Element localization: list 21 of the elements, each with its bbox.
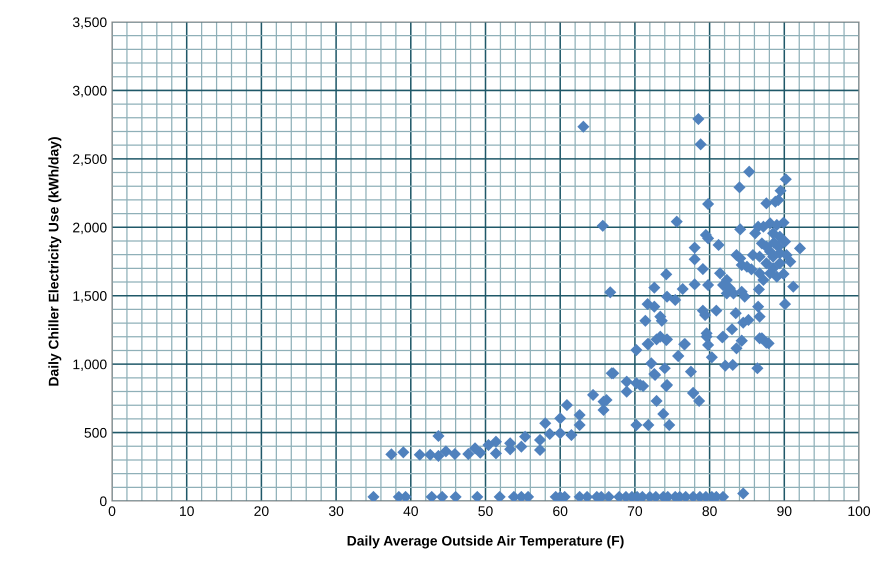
y-tick-label: 2,000 [73, 222, 107, 234]
y-tick-label: 0 [100, 496, 107, 506]
x-tick-label: 50 [478, 506, 493, 516]
x-tick-label: 40 [403, 506, 418, 516]
x-tick-label: 70 [628, 506, 642, 516]
x-tick-label: 100 [848, 506, 870, 516]
y-tick-label: 3,000 [72, 86, 107, 98]
x-tick-label: 10 [180, 506, 194, 516]
x-tick-label: 80 [702, 506, 717, 516]
x-tick-label: 90 [777, 506, 792, 516]
y-tick-label: 1,000 [73, 359, 107, 371]
y-tick-label: 500 [84, 428, 107, 438]
y-tick-label: 2,500 [73, 154, 107, 166]
y-tick-label: 1,500 [73, 291, 107, 303]
x-tick-label: 60 [553, 506, 568, 516]
x-tick-label: 30 [328, 506, 344, 516]
x-tick-label: 0 [108, 506, 116, 516]
y-tick-label: 3,500 [72, 17, 107, 29]
x-axis-title: Daily Average Outside Air Temperature (F) [348, 535, 624, 548]
x-tick-label: 20 [254, 506, 269, 516]
y-axis-title: Daily Chiller Electricity Use (kWh/day) [48, 137, 62, 386]
